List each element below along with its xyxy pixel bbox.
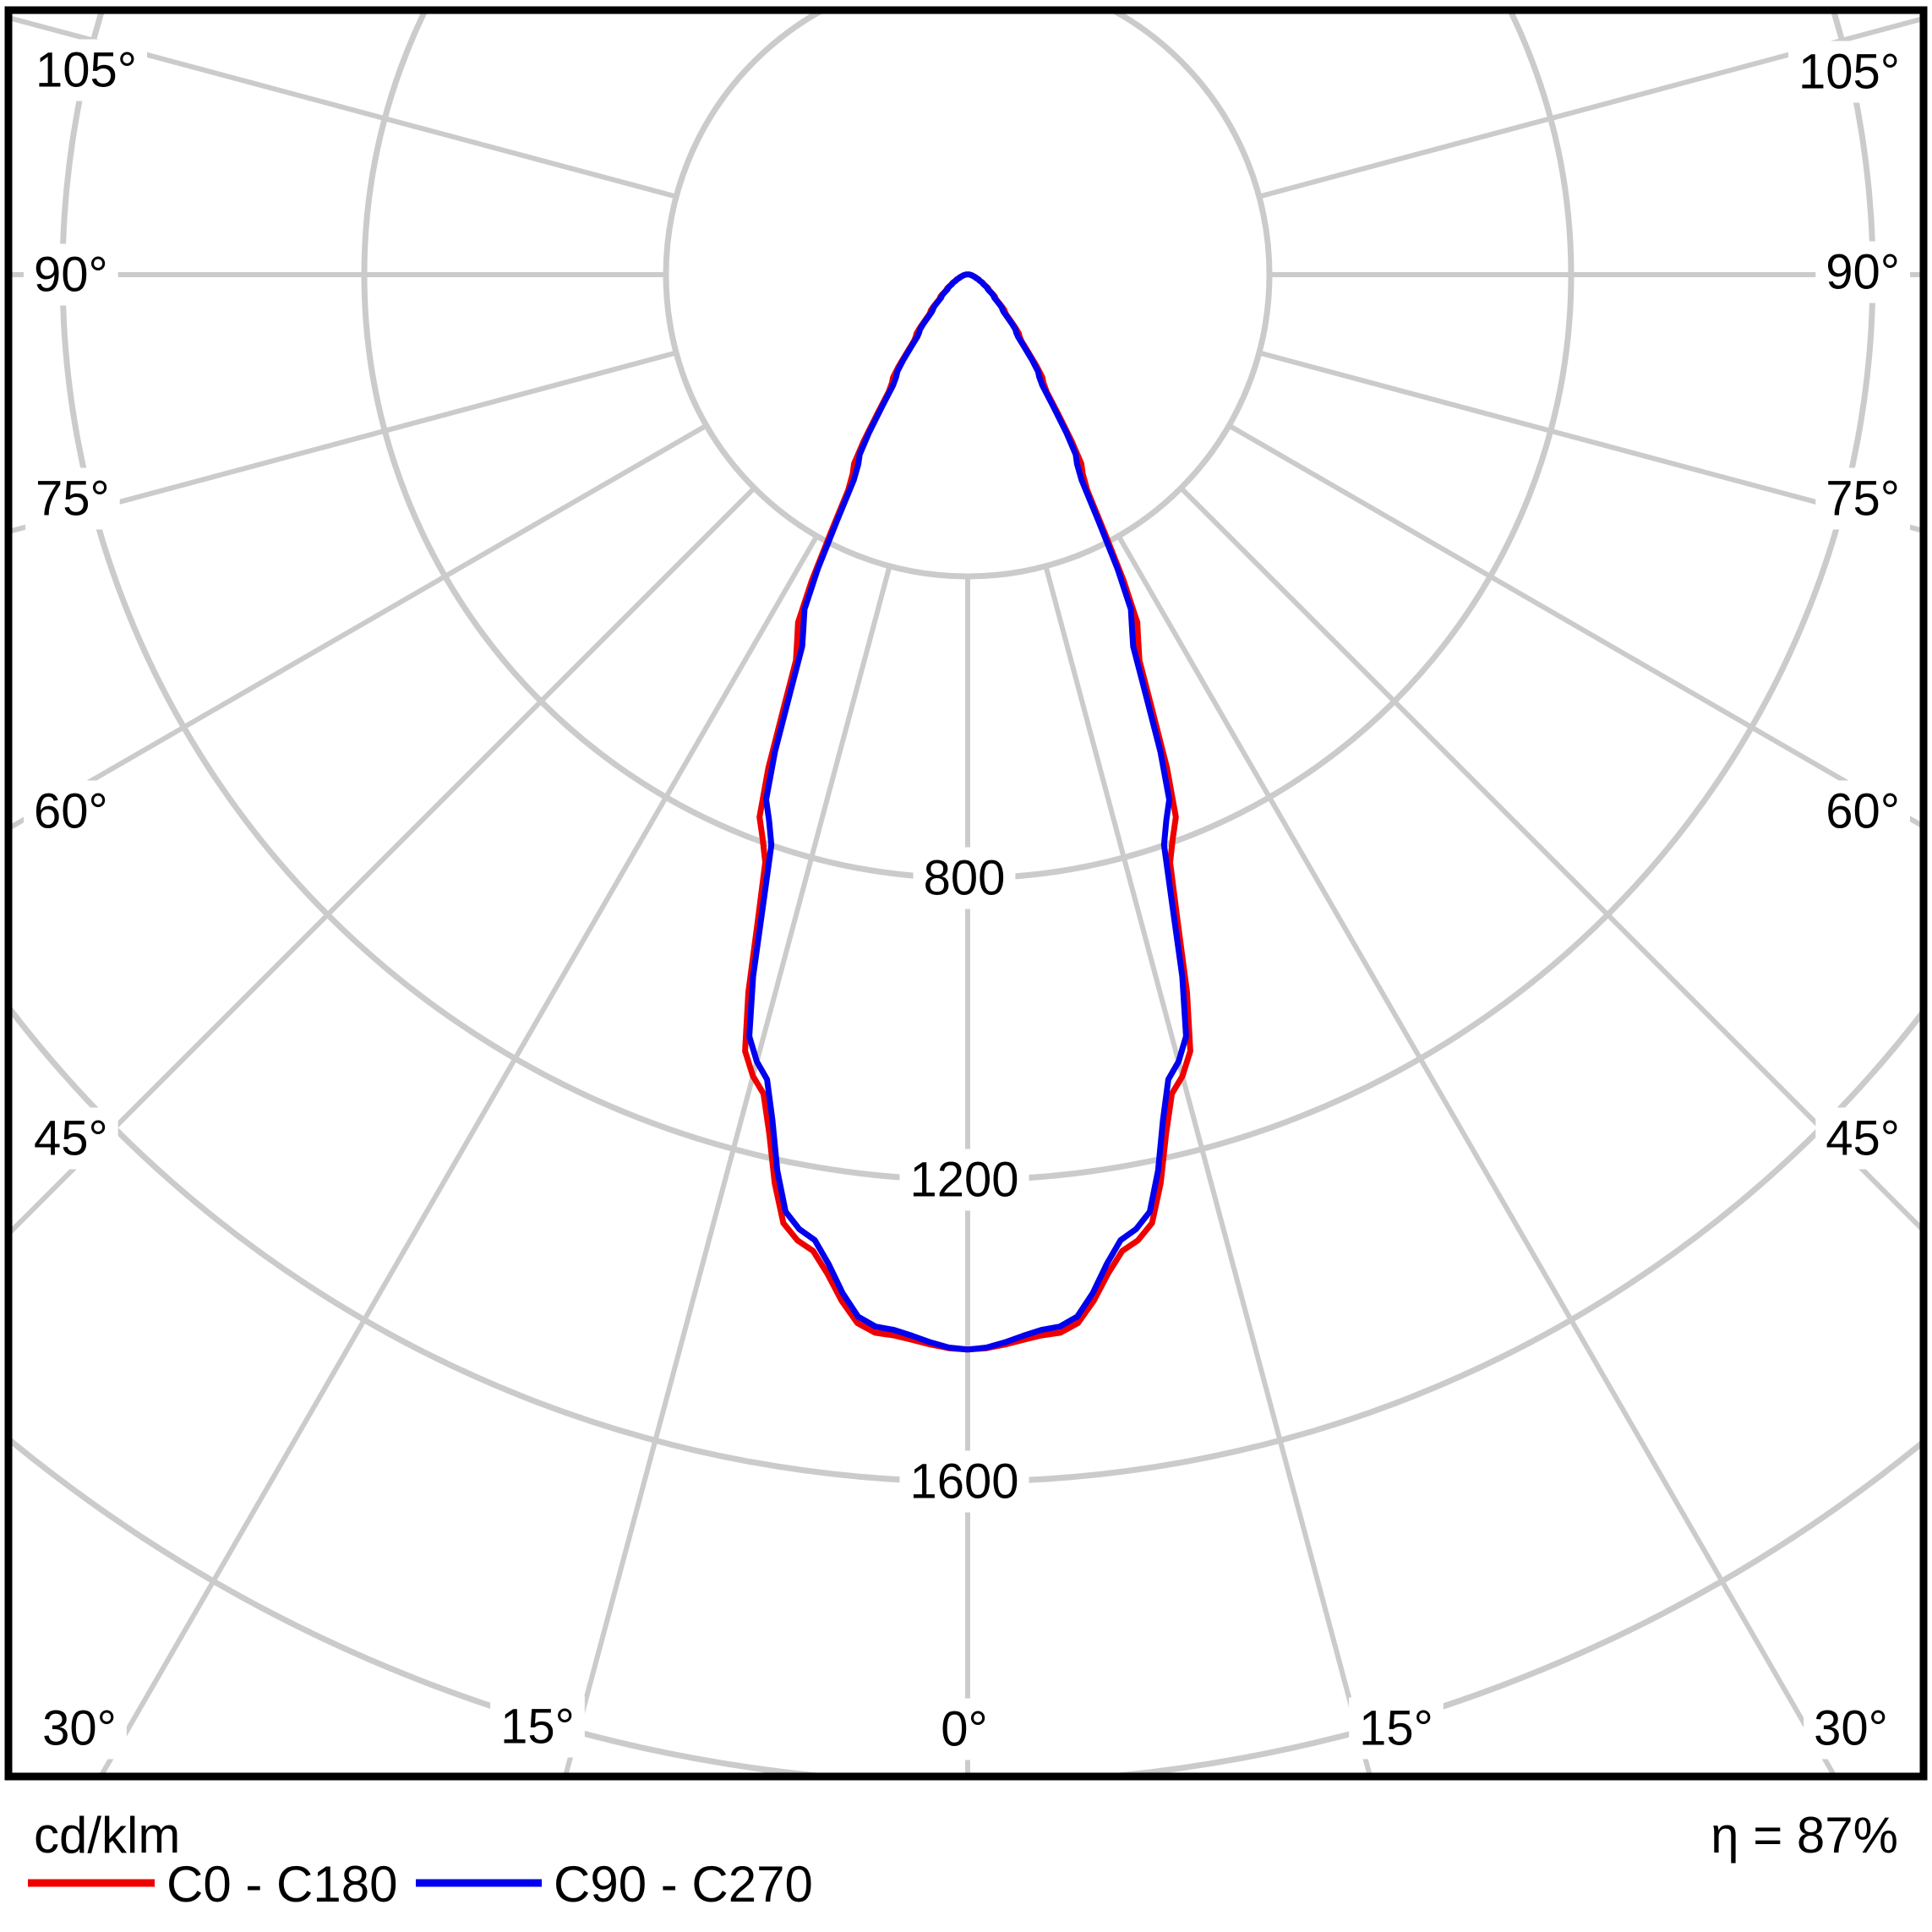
ring-label-1200: 1200 — [909, 1153, 1018, 1208]
angle-label-right-105-halo — [1788, 41, 1910, 103]
angle-label-left-45-halo — [24, 1107, 118, 1170]
angle-label-right-75-halo — [1815, 467, 1910, 530]
grid-radial-15deg — [1043, 565, 1373, 1773]
chart-frame — [4, 6, 1928, 1781]
angle-label-bottom-0-30: 30° — [42, 1701, 117, 1756]
grid-radial--45deg — [12, 486, 756, 1234]
legend: cd/klm C0 - C180 C90 - C270 η = 87% — [28, 1807, 1898, 1913]
angle-label-bottom-2-0-halo — [931, 1698, 998, 1760]
angle-label-bottom-4-30-halo — [1804, 1697, 1898, 1760]
angle-label-bottom-0-30-halo — [32, 1697, 127, 1760]
angle-label-left-90: 90° — [34, 248, 108, 303]
angle-label-right-90-halo — [1815, 241, 1910, 303]
grid-radial-105deg — [1258, 17, 1920, 199]
ring-label-800-halo — [913, 847, 1016, 909]
angle-label-left-90-halo — [24, 243, 118, 306]
ring-label-1600-halo — [899, 1450, 1029, 1513]
angle-label-left-105: 105° — [35, 43, 137, 98]
grid-radial--15deg — [563, 565, 892, 1773]
legend-label-c0-c180: C0 - C180 — [166, 1856, 397, 1913]
angle-label-bottom-3-15-halo — [1349, 1697, 1444, 1760]
angle-label-right-60: 60° — [1826, 784, 1900, 839]
grid-radial--30deg — [100, 534, 820, 1773]
angle-label-left-75-halo — [25, 467, 120, 530]
angle-label-left-60-halo — [24, 780, 118, 843]
angle-label-left-60: 60° — [34, 784, 108, 839]
angle-label-bottom-4-30: 30° — [1814, 1701, 1888, 1756]
legend-label-c90-c270: C90 - C270 — [554, 1856, 813, 1913]
ring-label-1600: 1600 — [909, 1454, 1018, 1509]
angle-label-right-45: 45° — [1826, 1111, 1900, 1166]
angle-label-right-60-halo — [1815, 780, 1910, 843]
ring-label-1200-halo — [899, 1149, 1029, 1211]
unit-label: cd/klm — [34, 1807, 180, 1864]
grid-radial--105deg — [12, 15, 677, 199]
chart-labels: 800 1200 1600 105° 90° 75° 60° 45° 105° 90° 75° 60°… — [24, 39, 1910, 1760]
grid-ring-400 — [663, 14, 1273, 580]
angle-label-left-75: 75° — [35, 472, 110, 527]
grid-radial-30deg — [1116, 534, 1836, 1773]
angle-label-left-45: 45° — [34, 1111, 108, 1166]
angle-label-right-45-halo — [1815, 1107, 1910, 1170]
angle-label-right-75: 75° — [1826, 472, 1900, 527]
efficiency-label: η = 87% — [1711, 1807, 1898, 1864]
angle-label-left-105-halo — [25, 39, 147, 101]
angle-label-right-105: 105° — [1798, 45, 1900, 100]
grid-radial-45deg — [1179, 486, 1920, 1231]
angle-label-bottom-1-15: 15° — [500, 1700, 575, 1755]
angle-label-right-90: 90° — [1826, 245, 1900, 300]
grid-radial-75deg — [1258, 350, 1920, 532]
angle-label-bottom-3-15: 15° — [1359, 1701, 1433, 1756]
curve-c90-c270 — [746, 271, 1189, 1353]
angle-label-bottom-2-0: 0° — [941, 1702, 987, 1757]
angle-label-bottom-1-15-halo — [490, 1695, 585, 1758]
ring-label-800: 800 — [924, 851, 1006, 906]
grid-radial--75deg — [12, 350, 677, 534]
